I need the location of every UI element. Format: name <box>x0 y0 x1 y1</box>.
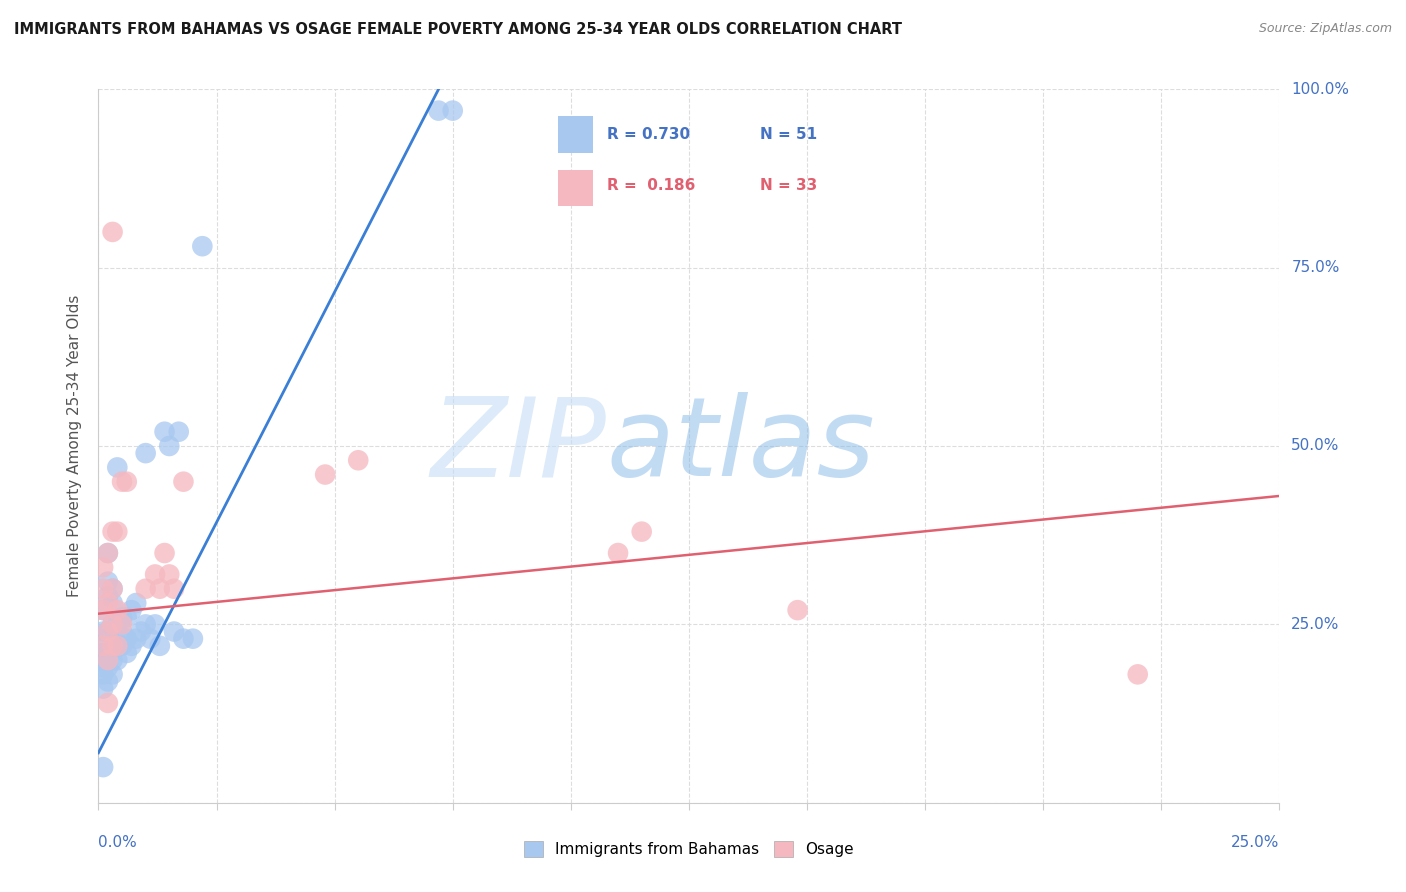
Point <box>91 582 114 596</box>
Point <box>172 475 194 489</box>
Point <box>135 446 157 460</box>
Point <box>125 596 148 610</box>
Point <box>153 425 176 439</box>
Text: atlas: atlas <box>606 392 875 500</box>
Point <box>157 567 180 582</box>
Point <box>105 653 128 667</box>
Point <box>607 546 630 560</box>
Point <box>101 639 124 653</box>
Point <box>91 760 114 774</box>
Point <box>111 475 134 489</box>
Point <box>441 103 464 118</box>
Point <box>101 582 124 596</box>
Point <box>143 567 166 582</box>
Legend: Immigrants from Bahamas, Osage: Immigrants from Bahamas, Osage <box>519 835 859 863</box>
Point <box>191 239 214 253</box>
Point <box>427 103 450 118</box>
Y-axis label: Female Poverty Among 25-34 Year Olds: Female Poverty Among 25-34 Year Olds <box>67 295 83 597</box>
Text: 0.0%: 0.0% <box>98 835 138 850</box>
Point <box>101 639 124 653</box>
Point <box>97 624 120 639</box>
Point <box>167 425 190 439</box>
Point <box>101 617 124 632</box>
Point <box>97 696 120 710</box>
Point <box>111 617 134 632</box>
Point <box>91 639 114 653</box>
Point <box>121 603 143 617</box>
Point <box>163 582 186 596</box>
Point <box>91 660 114 674</box>
Point <box>97 589 120 603</box>
Point <box>157 439 180 453</box>
Point <box>97 546 120 560</box>
Point <box>91 681 114 696</box>
Point <box>105 639 128 653</box>
Point <box>630 524 652 539</box>
Point <box>1126 667 1149 681</box>
Point <box>135 582 157 596</box>
Point <box>101 596 124 610</box>
Point <box>149 639 172 653</box>
Point <box>105 460 128 475</box>
Point <box>149 582 172 596</box>
Text: 75.0%: 75.0% <box>1291 260 1340 275</box>
Point <box>101 653 124 667</box>
Point <box>91 603 114 617</box>
Point <box>115 646 138 660</box>
Point <box>97 660 120 674</box>
Point <box>91 646 114 660</box>
Point <box>115 475 138 489</box>
Point <box>347 453 370 467</box>
Point <box>105 524 128 539</box>
Text: ZIP: ZIP <box>430 392 606 500</box>
Point <box>143 617 166 632</box>
Point <box>121 639 143 653</box>
Point <box>163 624 186 639</box>
Point <box>129 624 152 639</box>
Point <box>125 632 148 646</box>
Point <box>135 617 157 632</box>
Text: 25.0%: 25.0% <box>1291 617 1340 632</box>
Point <box>97 646 120 660</box>
Point <box>91 603 114 617</box>
Point <box>115 610 138 624</box>
Point <box>181 632 204 646</box>
Text: Source: ZipAtlas.com: Source: ZipAtlas.com <box>1258 22 1392 36</box>
Point <box>97 546 120 560</box>
Point <box>172 632 194 646</box>
Point <box>139 632 162 646</box>
Text: 100.0%: 100.0% <box>1291 82 1350 96</box>
Point <box>111 624 134 639</box>
Point <box>101 617 124 632</box>
Text: 50.0%: 50.0% <box>1291 439 1340 453</box>
Point <box>314 467 336 482</box>
Point <box>105 617 128 632</box>
Point <box>101 524 124 539</box>
Point <box>111 610 134 624</box>
Point <box>97 653 120 667</box>
Point <box>91 653 114 667</box>
Point <box>153 546 176 560</box>
Point <box>111 639 134 653</box>
Point <box>101 667 124 681</box>
Point <box>101 582 124 596</box>
Point <box>91 624 114 639</box>
Point <box>786 603 808 617</box>
Point <box>105 639 128 653</box>
Point <box>97 574 120 589</box>
Point <box>97 624 120 639</box>
Point <box>115 632 138 646</box>
Point <box>91 560 114 574</box>
Point <box>91 667 114 681</box>
Point <box>105 603 128 617</box>
Point <box>101 225 124 239</box>
Text: IMMIGRANTS FROM BAHAMAS VS OSAGE FEMALE POVERTY AMONG 25-34 YEAR OLDS CORRELATIO: IMMIGRANTS FROM BAHAMAS VS OSAGE FEMALE … <box>14 22 903 37</box>
Point <box>97 596 120 610</box>
Point <box>97 674 120 689</box>
Point <box>91 639 114 653</box>
Text: 25.0%: 25.0% <box>1232 835 1279 850</box>
